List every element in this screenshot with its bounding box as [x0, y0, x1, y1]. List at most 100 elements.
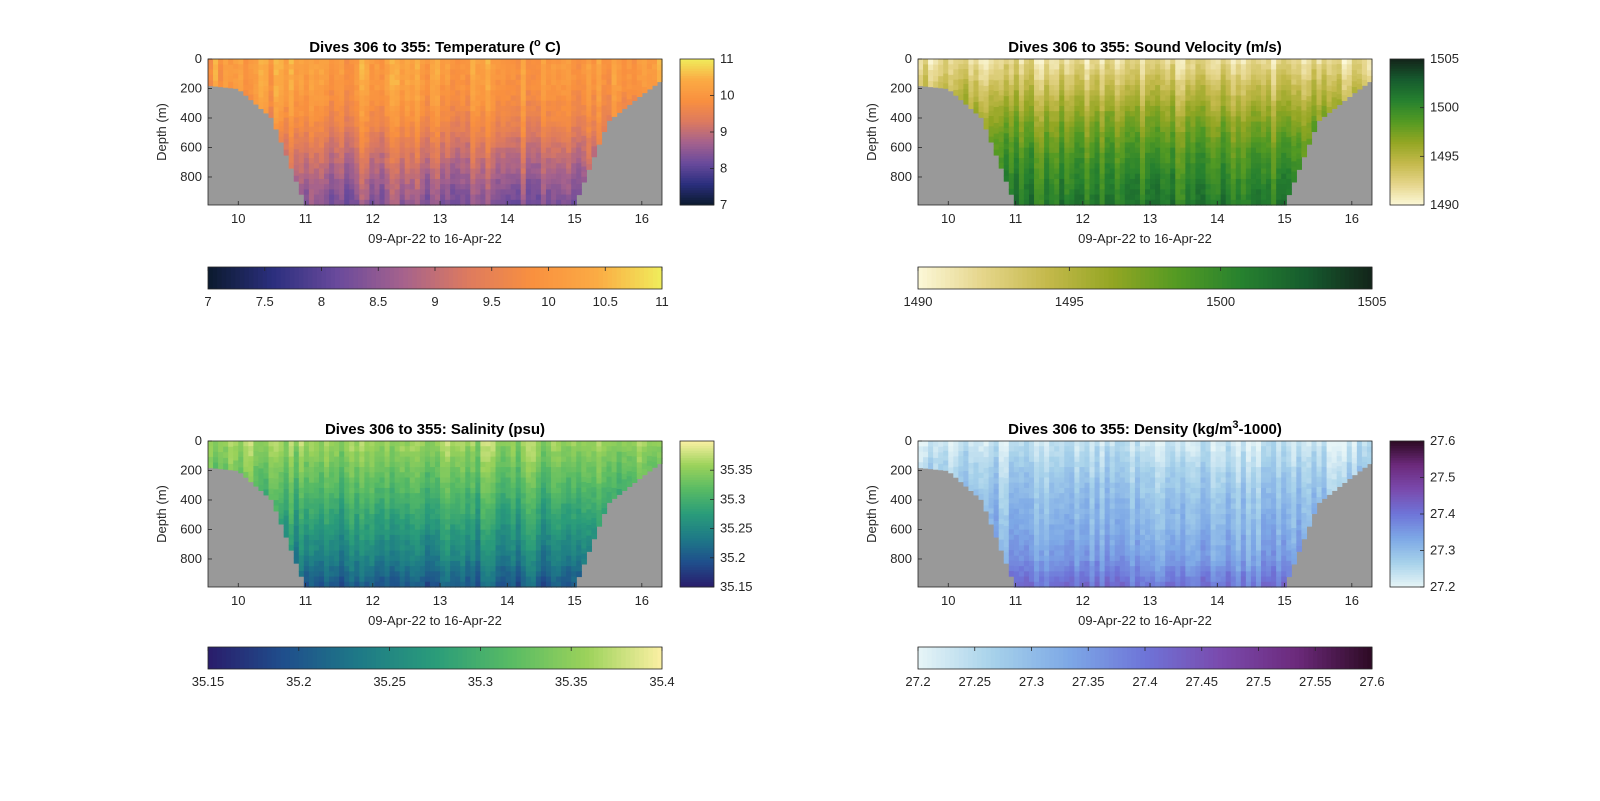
- heatmap-cell: [1311, 110, 1318, 117]
- heatmap-cell: [394, 79, 401, 86]
- heatmap-cell: [1129, 100, 1136, 107]
- heatmap-cell: [208, 80, 214, 87]
- heatmap-cell: [520, 147, 527, 154]
- heatmap-cell: [1054, 199, 1060, 206]
- heatmap-cell: [1205, 90, 1212, 97]
- heatmap-cell: [1180, 178, 1186, 185]
- heatmap-cell: [450, 126, 456, 133]
- heatmap-cell: [1074, 79, 1081, 86]
- heatmap-cell: [1003, 122, 1010, 129]
- heatmap-cell: [1276, 90, 1282, 97]
- heatmap-cell: [1261, 163, 1267, 170]
- heatmap-cell: [414, 111, 421, 117]
- heatmap-cell: [510, 137, 517, 144]
- heatmap-cell: [349, 472, 355, 479]
- heatmap-cell: [500, 116, 507, 123]
- heatmap-cell: [273, 80, 280, 87]
- heatmap-cell: [339, 132, 345, 138]
- heatmap-cell: [1109, 142, 1116, 149]
- heatmap-cell: [1296, 127, 1302, 134]
- heatmap-cell: [359, 472, 365, 479]
- heatmap-cell: [1210, 59, 1217, 65]
- heatmap-cell: [409, 189, 416, 196]
- heatmap-cell: [1321, 85, 1328, 91]
- heatmap-cell: [1109, 173, 1116, 180]
- heatmap-cell: [1150, 132, 1156, 138]
- heatmap-cell: [318, 514, 325, 520]
- heatmap-cell: [389, 121, 396, 128]
- heatmap-cell: [1165, 184, 1171, 190]
- heatmap-cell: [349, 534, 355, 541]
- heatmap-cell: [460, 69, 466, 76]
- heatmap-cell: [1044, 95, 1050, 102]
- colorbar-swatch: [1390, 124, 1424, 128]
- heatmap-cell: [1215, 137, 1222, 144]
- heatmap-cell: [561, 168, 567, 175]
- heatmap-cell: [540, 199, 547, 206]
- heatmap-cell: [596, 69, 603, 76]
- heatmap-cell: [988, 95, 995, 102]
- heatmap-cell: [1190, 147, 1197, 154]
- heatmap-cell: [1361, 74, 1368, 81]
- heatmap-cell: [1013, 79, 1020, 86]
- heatmap-cell: [1306, 112, 1313, 119]
- heatmap-cell: [490, 69, 497, 76]
- heatmap-cell: [1185, 105, 1191, 112]
- heatmap-cell: [248, 451, 254, 457]
- heatmap-cell: [1346, 59, 1353, 65]
- heatmap-cell: [1175, 158, 1181, 164]
- heatmap-cell: [389, 493, 396, 499]
- heatmap-cell: [344, 189, 350, 196]
- heatmap-cell: [576, 59, 582, 65]
- heatmap-cell: [1175, 90, 1181, 97]
- heatmap-cell: [963, 88, 970, 95]
- heatmap-cell: [571, 74, 577, 81]
- heatmap-cell: [596, 117, 603, 124]
- heatmap-cell: [1109, 100, 1116, 107]
- heatmap-cell: [313, 121, 320, 128]
- heatmap-cell: [1286, 131, 1292, 138]
- heatmap-cell: [298, 477, 305, 484]
- colorbar-swatch: [371, 267, 377, 289]
- heatmap-cell: [384, 472, 391, 479]
- heatmap-cell: [1180, 105, 1186, 112]
- heatmap-cell: [419, 95, 426, 102]
- heatmap: [918, 59, 1373, 206]
- heatmap-cell: [329, 472, 335, 479]
- heatmap-cell: [953, 74, 959, 81]
- heatmap-cell: [1175, 132, 1181, 138]
- heatmap-cell: [596, 64, 603, 71]
- heatmap-cell: [298, 121, 305, 128]
- heatmap-cell: [1150, 100, 1156, 107]
- heatmap-cell: [988, 131, 995, 138]
- heatmap-cell: [646, 59, 653, 65]
- colorbar-swatch: [212, 267, 218, 289]
- heatmap-cell: [379, 137, 386, 144]
- heatmap-cell: [1129, 121, 1136, 128]
- colorbar-swatch: [257, 267, 263, 289]
- heatmap-cell: [460, 132, 466, 138]
- heatmap-cell: [1109, 178, 1116, 185]
- heatmap-cell: [485, 147, 492, 154]
- heatmap-cell: [424, 74, 431, 81]
- heatmap-cell: [551, 173, 557, 180]
- heatmap-cell: [1271, 121, 1277, 128]
- heatmap-cell: [389, 194, 396, 201]
- heatmap-cell: [1150, 168, 1156, 175]
- heatmap-cell: [581, 161, 587, 168]
- heatmap-cell: [500, 74, 507, 81]
- heatmap-cell: [540, 74, 547, 81]
- heatmap-cell: [318, 524, 325, 531]
- heatmap-cell: [1245, 69, 1252, 76]
- heatmap-cell: [1049, 147, 1055, 154]
- heatmap-cell: [1281, 158, 1287, 164]
- colorbar-swatch: [516, 267, 522, 289]
- heatmap-cell: [369, 184, 376, 190]
- heatmap-cell: [364, 514, 371, 520]
- heatmap-cell: [419, 158, 426, 164]
- heatmap-cell: [1119, 184, 1126, 190]
- heatmap-cell: [1266, 137, 1272, 144]
- heatmap-cell: [1155, 163, 1161, 170]
- heatmap-cell: [455, 132, 461, 138]
- heatmap-cell: [958, 89, 964, 96]
